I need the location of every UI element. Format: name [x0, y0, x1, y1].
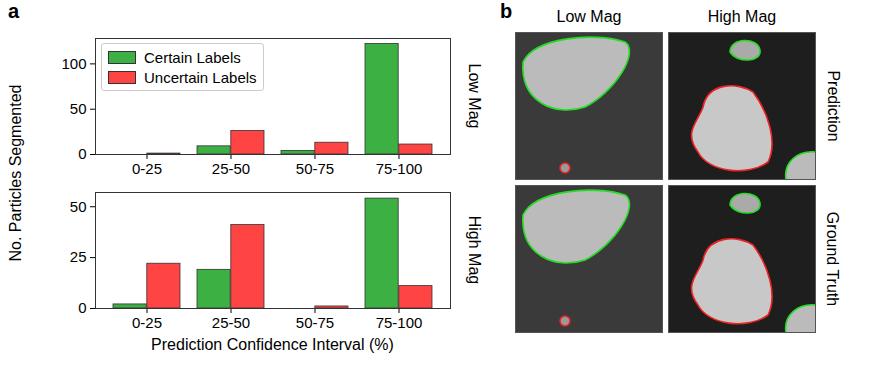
svg-text:0-25: 0-25 — [132, 160, 162, 177]
svg-text:75-100: 75-100 — [376, 314, 423, 331]
svg-text:75-100: 75-100 — [376, 160, 423, 177]
svg-text:0: 0 — [78, 145, 86, 162]
html-text:Uncertain Labels: Uncertain Labels — [144, 68, 257, 86]
svg-text:50: 50 — [70, 100, 87, 117]
svg-text:25: 25 — [70, 248, 87, 265]
html-text:Prediction Confidence Interval: Prediction Confidence Interval (%) — [151, 336, 394, 353]
svg-text:0-25: 0-25 — [132, 314, 162, 331]
html-text:High Mag: High Mag — [466, 215, 484, 285]
svg-text:100: 100 — [61, 55, 86, 72]
svg-text:0: 0 — [78, 299, 86, 316]
html-text:High Mag: High Mag — [707, 8, 777, 25]
svg-text:25-50: 25-50 — [212, 314, 250, 331]
html-text:b: b — [500, 0, 513, 22]
svg-text:50: 50 — [70, 198, 87, 215]
html-text:a: a — [8, 0, 20, 22]
html-text:Low Mag: Low Mag — [466, 63, 483, 129]
html-text:Low Mag: Low Mag — [556, 8, 622, 25]
svg-text:50-75: 50-75 — [296, 314, 334, 331]
html-text:Certain Labels: Certain Labels — [144, 48, 241, 66]
html-text:Prediction: Prediction — [824, 70, 842, 142]
html-text:No. Particles Segmented: No. Particles Segmented — [7, 84, 24, 262]
svg-text:50-75: 50-75 — [296, 160, 334, 177]
svg-text:25-50: 25-50 — [212, 160, 250, 177]
html-text:Ground Truth: Ground Truth — [824, 211, 842, 307]
